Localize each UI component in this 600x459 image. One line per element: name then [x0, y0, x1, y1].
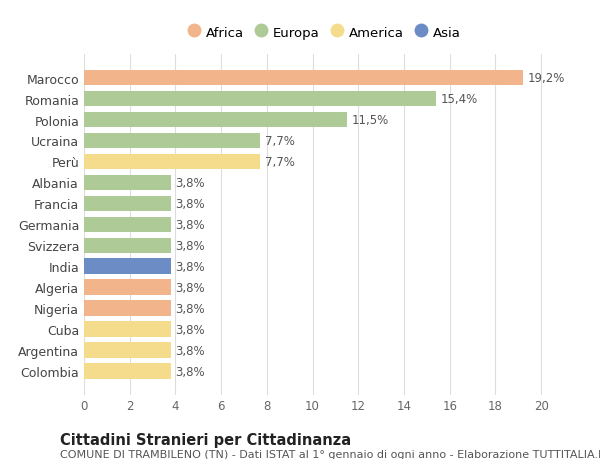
Text: COMUNE DI TRAMBILENO (TN) - Dati ISTAT al 1° gennaio di ogni anno - Elaborazione: COMUNE DI TRAMBILENO (TN) - Dati ISTAT a…	[60, 449, 600, 459]
Bar	[84, 322, 171, 337]
Bar	[84, 259, 171, 274]
Text: 19,2%: 19,2%	[527, 72, 565, 85]
Bar	[84, 280, 171, 296]
Bar	[84, 343, 171, 358]
Text: 3,8%: 3,8%	[175, 344, 205, 357]
Text: 3,8%: 3,8%	[175, 365, 205, 378]
Text: 3,8%: 3,8%	[175, 302, 205, 315]
Text: Cittadini Stranieri per Cittadinanza: Cittadini Stranieri per Cittadinanza	[60, 432, 351, 448]
Bar	[84, 217, 171, 233]
Bar	[84, 154, 260, 170]
Text: 3,8%: 3,8%	[175, 218, 205, 231]
Text: 11,5%: 11,5%	[352, 114, 389, 127]
Bar	[84, 91, 436, 107]
Bar	[84, 238, 171, 254]
Text: 3,8%: 3,8%	[175, 177, 205, 190]
Bar	[84, 175, 171, 191]
Text: 3,8%: 3,8%	[175, 197, 205, 211]
Bar	[84, 364, 171, 379]
Bar	[84, 196, 171, 212]
Text: 3,8%: 3,8%	[175, 281, 205, 294]
Text: 3,8%: 3,8%	[175, 260, 205, 273]
Text: 3,8%: 3,8%	[175, 239, 205, 252]
Text: 7,7%: 7,7%	[265, 134, 295, 148]
Bar	[84, 133, 260, 149]
Text: 7,7%: 7,7%	[265, 156, 295, 168]
Bar	[84, 112, 347, 128]
Text: 15,4%: 15,4%	[440, 93, 478, 106]
Legend: Africa, Europa, America, Asia: Africa, Europa, America, Asia	[182, 21, 466, 45]
Text: 3,8%: 3,8%	[175, 323, 205, 336]
Bar	[84, 301, 171, 317]
Bar	[84, 71, 523, 86]
